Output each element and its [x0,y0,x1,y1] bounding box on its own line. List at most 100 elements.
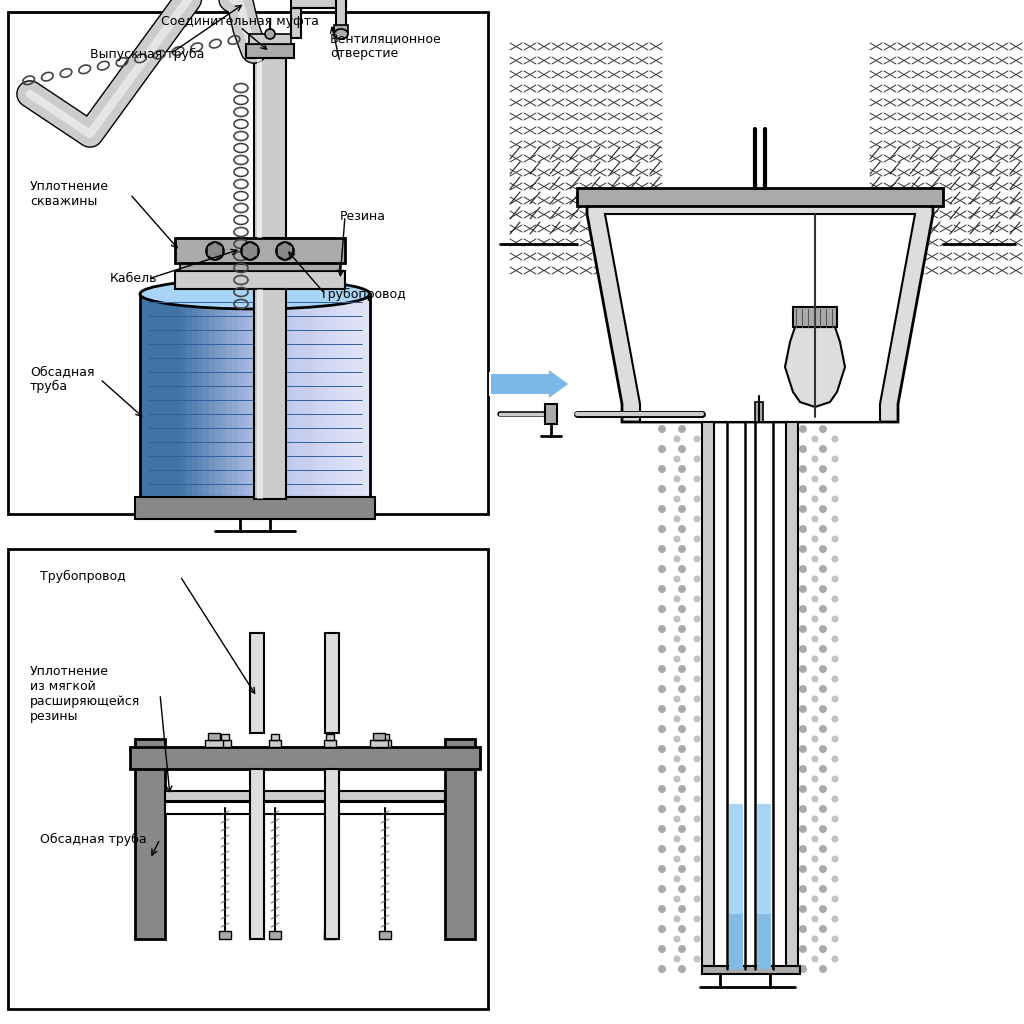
Bar [257,58,262,238]
Circle shape [799,645,807,653]
Circle shape [674,855,681,862]
Circle shape [678,505,686,513]
Circle shape [811,896,818,902]
Circle shape [819,445,827,453]
Circle shape [658,645,666,653]
Bar [246,44,294,58]
Bar [347,294,353,499]
Circle shape [831,936,839,942]
Circle shape [831,676,839,683]
Circle shape [811,796,818,803]
Circle shape [678,625,686,633]
Circle shape [674,596,681,602]
Circle shape [799,525,807,534]
Text: Кабель: Кабель [110,272,158,286]
Polygon shape [587,194,933,422]
Circle shape [831,456,839,463]
Bar [152,294,159,499]
Circle shape [831,735,839,742]
Circle shape [819,406,827,413]
Bar [312,294,319,499]
Text: Выпускная труба: Выпускная труба [90,47,205,60]
Bar [174,294,181,499]
Circle shape [658,406,666,413]
Bar [295,294,302,499]
Circle shape [811,716,818,723]
Circle shape [678,785,686,793]
Circle shape [674,676,681,683]
Bar [325,769,339,939]
Circle shape [831,496,839,503]
Bar [318,294,325,499]
Circle shape [678,685,686,693]
Circle shape [811,915,818,923]
Circle shape [831,575,839,583]
Circle shape [819,945,827,953]
Circle shape [811,615,818,623]
Bar [269,740,281,746]
Circle shape [674,515,681,522]
Circle shape [674,555,681,562]
Bar [373,733,385,740]
Circle shape [674,775,681,782]
Bar [180,294,187,499]
Circle shape [674,815,681,822]
Bar [249,294,256,499]
Bar [336,294,342,499]
Circle shape [658,925,666,933]
Circle shape [693,435,700,442]
Circle shape [693,955,700,963]
Bar [266,294,273,499]
Circle shape [658,425,666,433]
Circle shape [831,475,839,482]
Bar [175,271,345,289]
Circle shape [693,896,700,902]
Bar [325,819,339,939]
Bar [272,294,279,499]
Circle shape [678,565,686,573]
Circle shape [819,565,827,573]
Circle shape [658,885,666,893]
Bar [238,294,245,499]
Circle shape [658,525,666,534]
Circle shape [658,465,666,473]
Circle shape [693,855,700,862]
Circle shape [265,29,275,39]
Circle shape [678,585,686,593]
Bar [209,294,216,499]
Circle shape [811,855,818,862]
Circle shape [799,665,807,673]
Circle shape [799,425,807,433]
Bar [729,804,743,969]
Ellipse shape [334,29,348,39]
Circle shape [831,775,839,782]
Circle shape [678,605,686,613]
Bar [186,294,193,499]
Bar [291,0,346,8]
Circle shape [819,645,827,653]
Circle shape [693,915,700,923]
Circle shape [811,655,818,663]
Circle shape [678,525,686,534]
Text: Вентиляционное
отверстие: Вентиляционное отверстие [330,32,441,60]
Bar [330,294,337,499]
Circle shape [811,815,818,822]
Bar [324,294,331,499]
Text: Соединительная муфта: Соединительная муфта [161,14,318,28]
Bar [158,294,164,499]
Circle shape [799,865,807,873]
Bar [729,914,743,969]
Circle shape [678,825,686,833]
Bar [255,294,262,499]
Circle shape [674,915,681,923]
Circle shape [658,785,666,793]
Circle shape [693,836,700,843]
Bar [8,12,488,514]
Bar [381,734,389,740]
Bar [249,34,291,44]
Circle shape [678,665,686,673]
Bar [278,294,285,499]
Bar [324,740,336,746]
Circle shape [831,896,839,902]
Circle shape [674,955,681,963]
